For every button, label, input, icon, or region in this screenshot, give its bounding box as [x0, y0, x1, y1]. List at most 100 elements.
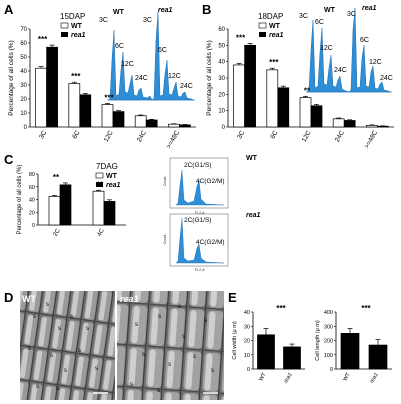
- category-label: rea1: [369, 372, 380, 385]
- y-tick-label: 80: [29, 172, 35, 178]
- panel-a-condition: 15DAP: [60, 12, 85, 21]
- y-tick-label: 0: [330, 367, 333, 373]
- c-rea1-4c-label: 4C(G2/M): [196, 239, 225, 246]
- legend-b-rea1-swatch: [259, 32, 266, 37]
- bar-rea1-3C: [244, 44, 256, 128]
- inset-a-peak-6c-wt: 6C: [115, 43, 124, 50]
- inset-b-peak-6c-wt: 6C: [315, 19, 324, 26]
- y-tick-label: 300: [324, 324, 333, 330]
- category-label: 4C: [97, 227, 106, 237]
- significance-marker: **: [53, 173, 60, 182]
- cell-mark: s: [33, 314, 36, 320]
- bar-chart-b: 0 10 20 30 40 50 60 Percentage of all cells (%)…: [206, 27, 394, 150]
- legend-a-rea1: rea1: [71, 32, 86, 39]
- panel-label-a: A: [4, 2, 14, 17]
- bar-wt-6C: [68, 83, 81, 128]
- inset-b-peak-12c-rea1: 12C: [369, 59, 382, 66]
- bar-wt-12C: [101, 104, 114, 128]
- inset-b-wt-label: WT: [324, 7, 336, 14]
- bar-chart-c: 0 20 40 60 80 Percentage of all cells (%) 2C **…: [17, 165, 126, 238]
- bar-rea1-48C: [179, 124, 191, 128]
- flow-histogram-c-wt: 2C(G1/S) 4C(G2/M) WT FL2-A Count: [163, 155, 258, 215]
- cell-mark: s: [28, 346, 31, 352]
- c-wt-xlabel: FL2-A: [195, 211, 205, 215]
- y-tick-label: 10: [218, 109, 225, 115]
- micrograph-wt-label: WT: [22, 294, 36, 304]
- panel-b-condition: 18DAP: [258, 12, 283, 21]
- legend-a-wt-swatch: [60, 22, 69, 29]
- cell-mark: s: [86, 326, 89, 332]
- y-tick-label: 40: [29, 198, 35, 204]
- cell-mark: s: [130, 382, 133, 388]
- histogram-rea1-trace: [348, 7, 392, 93]
- inset-b-peak-12c-wt: 12C: [320, 45, 333, 52]
- bar-rea1-24C: [145, 119, 158, 128]
- inset-a-peak-24c-rea1: 24C: [180, 83, 193, 90]
- inset-b-rea1-label: rea1: [362, 5, 377, 12]
- cell-mark: s: [50, 353, 53, 359]
- cell-mark: s: [193, 354, 196, 360]
- cell-mark: s: [78, 348, 81, 354]
- y-tick-label: 50: [218, 43, 225, 49]
- bar-wt-48C: [366, 125, 378, 128]
- significance-marker: ***: [276, 304, 286, 313]
- bar-wt-12C: [299, 97, 312, 128]
- y-tick-label: 40: [20, 69, 27, 75]
- c-rea1-ylabel: Count: [163, 235, 167, 244]
- bar-rea1-12C: [310, 105, 323, 128]
- bar-wt-6C: [266, 69, 279, 128]
- bar-wt-3C: [35, 67, 47, 128]
- bar-value-WT: [257, 334, 275, 370]
- micrograph-wt-image: [20, 291, 115, 400]
- y-tick-label: 70: [20, 27, 27, 33]
- category-label: WT: [342, 371, 352, 382]
- y-tick-label: 20: [244, 339, 250, 345]
- cell-mark: s: [178, 304, 181, 310]
- inset-a-peak-12c-rea1: 12C: [168, 73, 181, 80]
- cell-mark: s: [58, 326, 61, 332]
- c-rea1-name: rea1: [246, 212, 261, 219]
- y-tick-label: 100: [324, 353, 333, 359]
- category-label: 6C: [269, 129, 279, 140]
- significance-marker: ***: [361, 304, 371, 313]
- cell-mark: s: [36, 384, 39, 390]
- y-tick-label: 40: [218, 60, 225, 66]
- bar-rea1-48C: [377, 125, 389, 128]
- y-tick-label: 50: [20, 55, 27, 61]
- histogram-rea1-trace: [151, 11, 195, 101]
- cell-mark: s: [157, 388, 160, 394]
- cell-mark: s: [135, 322, 138, 328]
- y-tick-label: 30: [218, 76, 225, 82]
- significance-marker: ***: [104, 93, 114, 102]
- cell-mark: s: [64, 368, 67, 374]
- c-wt-2c-label: 2C(G1/S): [184, 162, 211, 169]
- y-tick-label: 20: [20, 97, 27, 103]
- category-label: 12C: [301, 129, 313, 143]
- panel-c-condition: 7DAG: [96, 162, 118, 171]
- y-tick-label: 0: [222, 125, 226, 131]
- c-wt-4c-label: 4C(G2/M): [196, 178, 225, 185]
- category-label: 24C: [136, 129, 148, 143]
- inset-b-peak-6c-rea1: 6C: [360, 37, 369, 44]
- legend-c-rea1-swatch: [96, 182, 103, 187]
- y-tick-label: 30: [20, 83, 27, 89]
- panel-label-c: C: [4, 152, 14, 167]
- significance-marker: ***: [38, 35, 48, 44]
- y-tick-label: 400: [324, 310, 333, 316]
- micrograph-rea1: rea1 s s s s s s s s s s s: [117, 291, 224, 400]
- cell-mark: s: [46, 302, 49, 308]
- inset-a-peak-3c-rea1: 3C: [143, 17, 152, 24]
- cell-mark: s: [142, 352, 145, 358]
- panel-label-e: E: [228, 290, 237, 305]
- category-label: >=48C: [165, 129, 181, 150]
- significance-marker: ***: [236, 33, 246, 42]
- inset-b-peak-3c-rea1: 3C: [347, 11, 356, 18]
- category-label: WT: [258, 371, 268, 382]
- y-tick-label: 60: [20, 41, 27, 47]
- inset-b-peak-3c-wt: 3C: [299, 13, 308, 20]
- bar-wt-24C: [332, 118, 345, 128]
- category-label: 24C: [334, 129, 346, 143]
- inset-b-peak-24c-wt: 24C: [334, 67, 347, 74]
